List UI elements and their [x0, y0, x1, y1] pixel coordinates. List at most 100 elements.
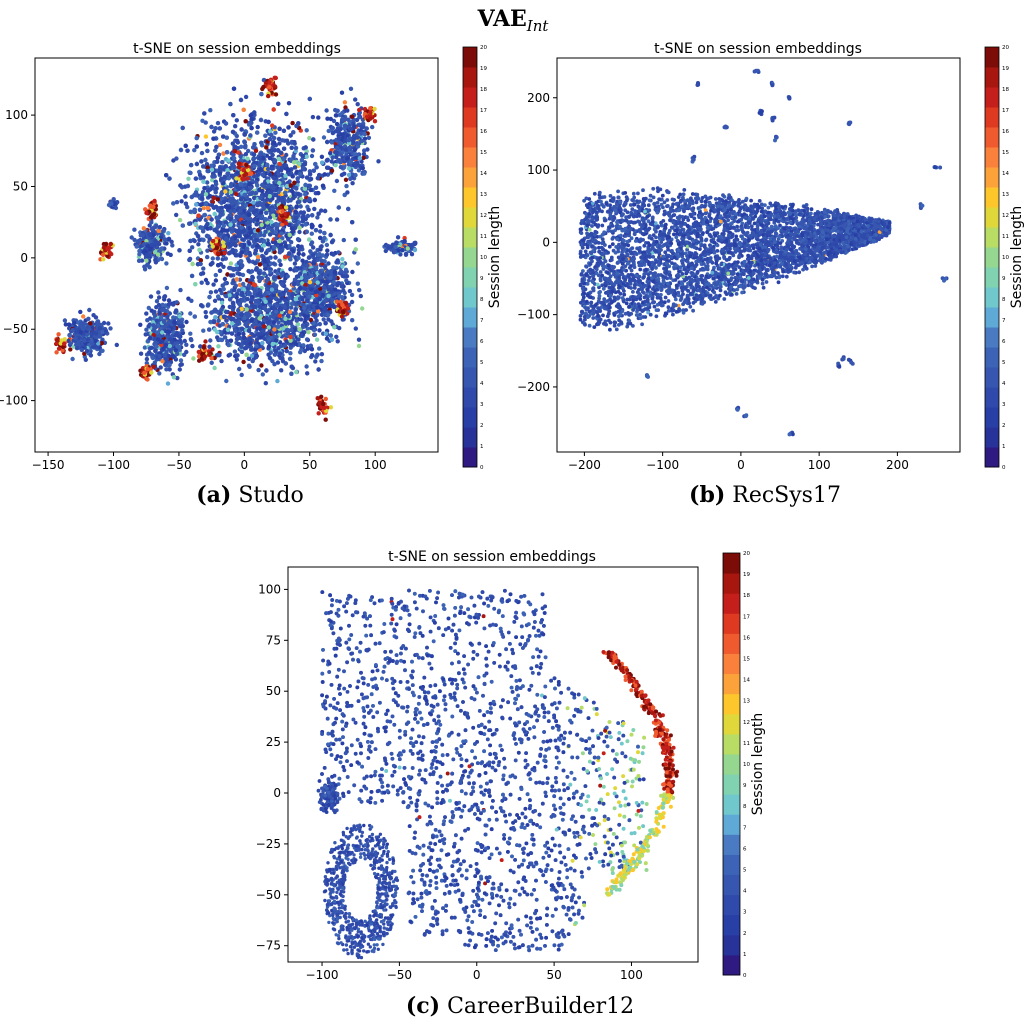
- colorbar-tick-label: 2: [480, 423, 484, 429]
- data-point: [190, 261, 195, 267]
- data-point: [260, 331, 265, 336]
- data-point: [66, 322, 72, 327]
- data-point: [286, 237, 291, 242]
- data-point: [255, 228, 261, 233]
- data-point: [264, 145, 269, 150]
- data-point: [248, 205, 253, 211]
- data-point: [247, 226, 252, 231]
- data-point: [157, 225, 163, 230]
- data-point: [179, 185, 185, 190]
- data-point: [221, 314, 227, 320]
- data-point: [230, 300, 236, 306]
- data-point: [212, 211, 217, 217]
- data-point: [273, 309, 279, 314]
- data-point: [164, 285, 170, 291]
- data-point: [231, 304, 236, 310]
- data-point: [236, 288, 242, 293]
- data-point: [241, 331, 246, 337]
- data-point: [305, 371, 310, 376]
- data-point: [192, 148, 197, 153]
- data-point: [87, 327, 92, 332]
- data-point: [409, 243, 414, 248]
- data-point: [238, 242, 244, 248]
- data-point: [200, 118, 205, 124]
- data-point: [310, 148, 316, 153]
- data-point: [273, 348, 279, 354]
- data-point: [258, 159, 263, 165]
- data-point: [204, 142, 209, 147]
- data-point: [307, 135, 312, 141]
- data-point: [289, 145, 294, 150]
- data-point: [320, 160, 325, 165]
- colorbar-tick-label: 17: [480, 108, 487, 114]
- data-point: [243, 94, 249, 100]
- data-point: [290, 301, 295, 306]
- colorbar-segment: [463, 287, 477, 308]
- data-point: [319, 208, 324, 213]
- data-point: [153, 257, 158, 263]
- data-point: [230, 266, 236, 272]
- data-point: [277, 298, 282, 303]
- data-point: [339, 90, 345, 95]
- data-point: [283, 173, 288, 178]
- data-point: [262, 263, 268, 268]
- data-point: [221, 134, 226, 139]
- data-point: [199, 159, 204, 164]
- data-point: [208, 338, 213, 343]
- data-point: [350, 220, 355, 225]
- data-point: [271, 175, 276, 181]
- data-point: [158, 247, 163, 253]
- data-point: [213, 272, 218, 278]
- data-point: [184, 342, 189, 347]
- data-point: [205, 205, 211, 211]
- data-point: [277, 292, 282, 297]
- data-point: [257, 304, 263, 310]
- data-point: [243, 322, 248, 327]
- data-point: [277, 180, 282, 186]
- data-point: [319, 352, 325, 357]
- data-point: [145, 318, 150, 323]
- data-point: [211, 282, 216, 287]
- data-point: [184, 319, 189, 325]
- colorbar-tick-label: 6: [480, 339, 484, 345]
- data-point: [235, 229, 240, 234]
- data-point: [250, 178, 255, 183]
- data-point: [244, 307, 249, 312]
- data-point: [265, 331, 270, 336]
- data-point: [220, 160, 225, 165]
- data-point: [177, 248, 182, 253]
- data-point: [313, 359, 318, 364]
- data-point: [255, 183, 260, 188]
- data-point: [297, 225, 302, 230]
- data-point: [172, 319, 177, 325]
- data-point: [288, 183, 293, 188]
- data-point: [221, 223, 226, 229]
- data-point: [275, 324, 281, 329]
- data-point: [335, 339, 340, 344]
- data-point: [400, 247, 405, 253]
- data-point: [288, 334, 293, 340]
- data-point: [245, 246, 250, 252]
- data-point: [91, 330, 96, 335]
- data-point: [90, 341, 95, 346]
- colorbar-segment: [463, 107, 477, 128]
- data-point: [178, 338, 183, 343]
- data-point: [302, 198, 307, 204]
- data-point: [235, 215, 240, 220]
- data-point: [261, 243, 267, 248]
- data-point: [243, 145, 248, 150]
- data-point: [260, 188, 265, 194]
- data-point: [174, 212, 179, 218]
- data-point: [231, 113, 236, 118]
- data-point: [237, 301, 242, 306]
- data-point: [267, 189, 272, 194]
- data-point: [241, 335, 247, 340]
- data-point: [248, 113, 253, 118]
- data-point: [238, 97, 244, 103]
- data-point: [322, 172, 327, 177]
- data-point: [266, 325, 272, 330]
- data-point: [240, 263, 245, 268]
- data-point: [289, 327, 294, 333]
- data-point: [166, 329, 171, 335]
